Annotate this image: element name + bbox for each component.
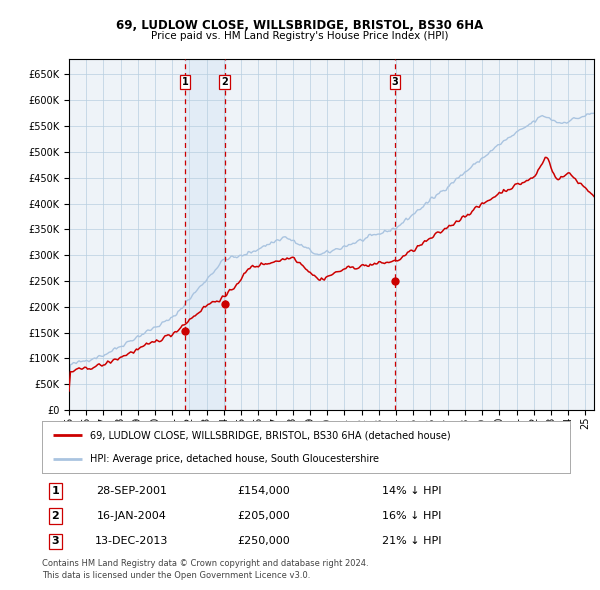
Text: 1: 1 [52,486,59,496]
Text: 2: 2 [221,77,228,87]
Text: 69, LUDLOW CLOSE, WILLSBRIDGE, BRISTOL, BS30 6HA: 69, LUDLOW CLOSE, WILLSBRIDGE, BRISTOL, … [116,19,484,32]
Text: Price paid vs. HM Land Registry's House Price Index (HPI): Price paid vs. HM Land Registry's House … [151,31,449,41]
Text: 1: 1 [182,77,188,87]
Text: 3: 3 [52,536,59,546]
Text: 3: 3 [392,77,398,87]
Text: 21% ↓ HPI: 21% ↓ HPI [382,536,442,546]
Text: 69, LUDLOW CLOSE, WILLSBRIDGE, BRISTOL, BS30 6HA (detached house): 69, LUDLOW CLOSE, WILLSBRIDGE, BRISTOL, … [89,430,450,440]
Text: £250,000: £250,000 [238,536,290,546]
Bar [185,59,224,410]
Text: 14% ↓ HPI: 14% ↓ HPI [382,486,442,496]
Text: 16-JAN-2004: 16-JAN-2004 [97,511,167,521]
Text: 28-SEP-2001: 28-SEP-2001 [96,486,167,496]
Text: This data is licensed under the Open Government Licence v3.0.: This data is licensed under the Open Gov… [42,571,310,579]
Text: 13-DEC-2013: 13-DEC-2013 [95,536,169,546]
Text: £205,000: £205,000 [238,511,290,521]
Text: £154,000: £154,000 [238,486,290,496]
Text: HPI: Average price, detached house, South Gloucestershire: HPI: Average price, detached house, Sout… [89,454,379,464]
Text: 2: 2 [52,511,59,521]
Text: 16% ↓ HPI: 16% ↓ HPI [382,511,441,521]
Text: Contains HM Land Registry data © Crown copyright and database right 2024.: Contains HM Land Registry data © Crown c… [42,559,368,568]
